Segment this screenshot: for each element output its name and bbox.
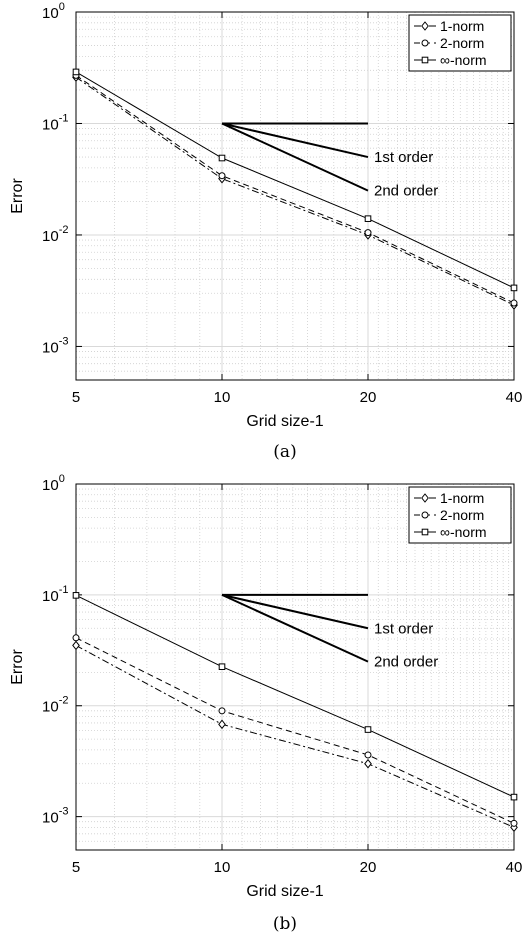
reference-slopes: 1st order 2nd order [221,593,438,671]
x-axis-label: Grid size-1 [246,883,323,900]
data-point [510,284,518,292]
legend-label: 2-norm [440,507,484,523]
series-line [75,76,515,306]
series-line [75,594,515,798]
panel-caption: (a) [273,442,296,462]
data-point [218,707,226,715]
legend-marker [421,39,429,47]
plot-area [76,484,514,850]
y-tick-label: 10-2 [42,224,68,245]
x-tick-label: 10 [214,389,231,406]
data-point [72,640,80,651]
legend-marker [421,528,429,536]
grid [75,483,515,851]
reference-line [221,122,369,159]
y-tick-label: 10-3 [42,806,68,827]
reference-line [221,122,369,192]
series-square [72,68,518,292]
data-point [510,819,518,827]
y-tick-label: 100 [42,473,65,494]
series-circle [72,71,518,307]
data-point [72,634,80,642]
reference-line [221,593,369,663]
legend-marker [421,21,429,31]
x-tick-label: 5 [72,389,80,406]
data-point [364,726,372,733]
y-tick-label: 100 [42,1,65,22]
data-point [72,68,80,76]
x-tick-label: 40 [506,859,522,876]
series-circle [72,634,518,827]
plot-area [76,12,514,380]
data-point [218,172,226,180]
data-point [72,592,80,599]
panel-caption: (b) [273,914,297,934]
data-point [218,719,226,730]
reference-label: 2nd order [374,183,438,200]
data-point [364,229,372,237]
data-point [510,299,518,307]
reference-slopes: 1st order 2nd order [221,122,438,200]
series-square [72,592,518,801]
legend-marker [421,56,429,64]
data-point [364,758,372,769]
reference-label: 2nd order [374,654,438,671]
data-point [218,154,226,162]
legend-label: ∞-norm [440,524,487,540]
y-tick-label: 10-1 [42,112,68,133]
y-tick-label: 10-2 [42,695,68,716]
x-tick-label: 20 [360,389,377,406]
data-point [364,751,372,759]
x-tick-label: 20 [360,859,377,876]
chart-panel-b: 5 10 20 40 10-3 10-2 10-1 100 Grid size-1 Error (b… [9,473,522,934]
axes-box [75,11,515,381]
chart-panel-a: 5 10 20 40 10-3 10-2 10-1 100 Grid size-1 Error (a… [9,1,522,462]
data-point [218,663,226,671]
legend-label: 1-norm [440,490,484,506]
y-tick-label: 10-1 [42,584,68,605]
legend-marker [421,511,429,519]
legend-label: ∞-norm [440,52,487,68]
data-point [510,793,518,801]
legend-marker [421,493,429,503]
series-line [75,74,515,304]
data-point [364,215,372,222]
reference-label: 1st order [374,149,433,166]
reference-line [221,593,369,630]
axes-box [75,483,515,851]
y-axis-label: Error [9,178,26,214]
legend-label: 2-norm [440,35,484,51]
series-line [75,644,515,828]
reference-label: 1st order [374,620,433,637]
x-tick-label: 40 [506,389,522,406]
series-line [75,71,515,289]
y-axis-label: Error [9,649,26,685]
x-tick-label: 5 [72,859,80,876]
series-line [75,637,515,824]
y-tick-label: 10-3 [42,335,68,356]
x-axis-label: Grid size-1 [246,413,323,430]
legend-label: 1-norm [440,18,484,34]
x-tick-label: 10 [214,859,231,876]
